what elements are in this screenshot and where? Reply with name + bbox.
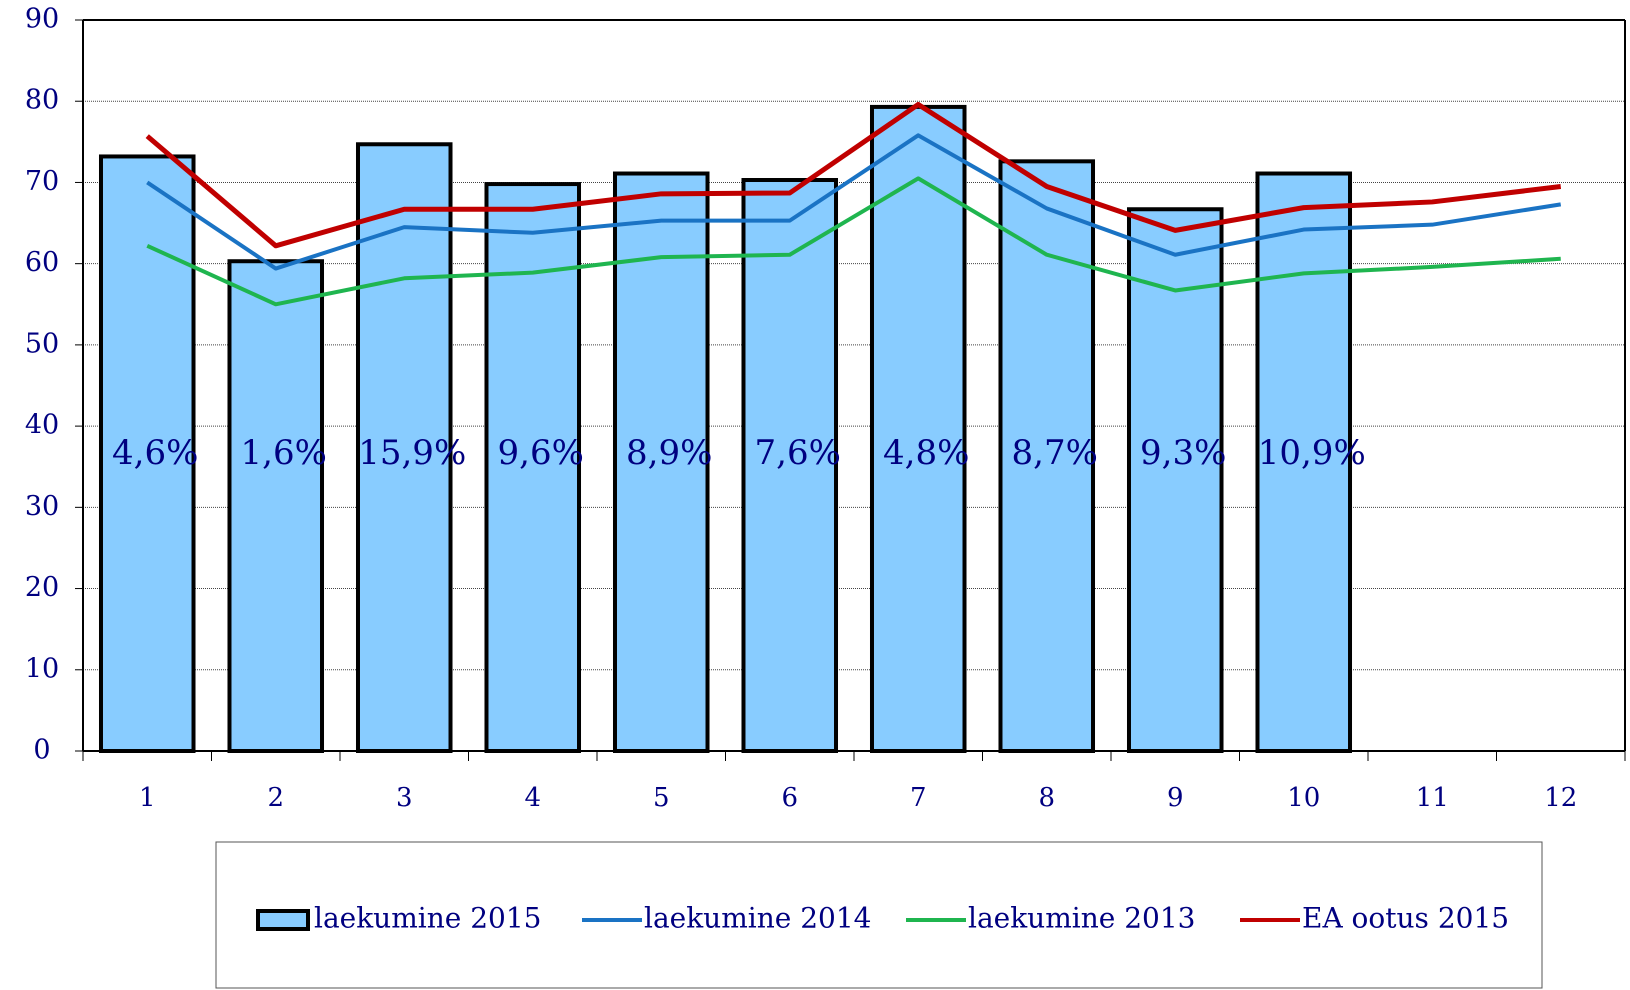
bar-label: 10,9% [1258, 433, 1366, 473]
x-tick-label: 2 [267, 783, 284, 813]
legend-box [215, 841, 1543, 989]
legend-swatch [256, 909, 310, 931]
bar-label: 4,6% [112, 433, 198, 473]
legend-label: EA ootus 2015 [1302, 902, 1509, 935]
x-tick-label: 7 [910, 783, 927, 813]
legend-label: laekumine 2015 [314, 902, 542, 935]
legend-label: laekumine 2014 [644, 902, 872, 935]
y-tick-label: 50 [25, 328, 59, 359]
y-tick-label: 10 [25, 653, 59, 684]
bar-label: 8,9% [626, 433, 712, 473]
x-tick-label: 3 [396, 783, 413, 813]
y-tick-label: 70 [25, 166, 59, 197]
legend-label: laekumine 2013 [968, 902, 1196, 935]
bar [869, 104, 967, 753]
bar-label: 15,9% [358, 433, 466, 473]
y-tick-label: 20 [25, 572, 59, 603]
x-tick-label: 1 [139, 783, 156, 813]
x-tick-label: 6 [781, 783, 798, 813]
x-tick-label: 4 [524, 783, 541, 813]
bar-label: 9,3% [1140, 433, 1226, 473]
bar [98, 154, 196, 754]
x-tick-label: 12 [1544, 783, 1577, 813]
y-tick-label: 60 [25, 247, 59, 278]
line [146, 176, 1561, 307]
bar [741, 178, 839, 754]
y-tick-label: 0 [33, 735, 50, 766]
line [146, 133, 1562, 271]
bar [227, 259, 325, 753]
y-tick-label: 80 [25, 85, 59, 116]
x-tick-label: 11 [1416, 783, 1449, 813]
bar [1126, 207, 1224, 753]
bar [355, 142, 453, 753]
bar-label: 1,6% [241, 433, 327, 473]
x-tick-label: 10 [1287, 783, 1320, 813]
bar [484, 182, 582, 753]
bar [612, 171, 710, 753]
bar-label: 8,7% [1012, 433, 1098, 473]
line [145, 101, 1562, 249]
x-tick-label: 9 [1167, 783, 1184, 813]
y-tick-label: 40 [25, 410, 59, 441]
bar-label: 9,6% [498, 433, 584, 473]
x-tick-label: 5 [653, 783, 670, 813]
bar [998, 159, 1096, 753]
y-tick-label: 30 [25, 491, 59, 522]
x-tick-label: 8 [1038, 783, 1055, 813]
bar-label: 7,6% [755, 433, 841, 473]
bar-label: 4,8% [883, 433, 969, 473]
y-tick-label: 90 [25, 4, 59, 35]
bar [1255, 171, 1353, 753]
